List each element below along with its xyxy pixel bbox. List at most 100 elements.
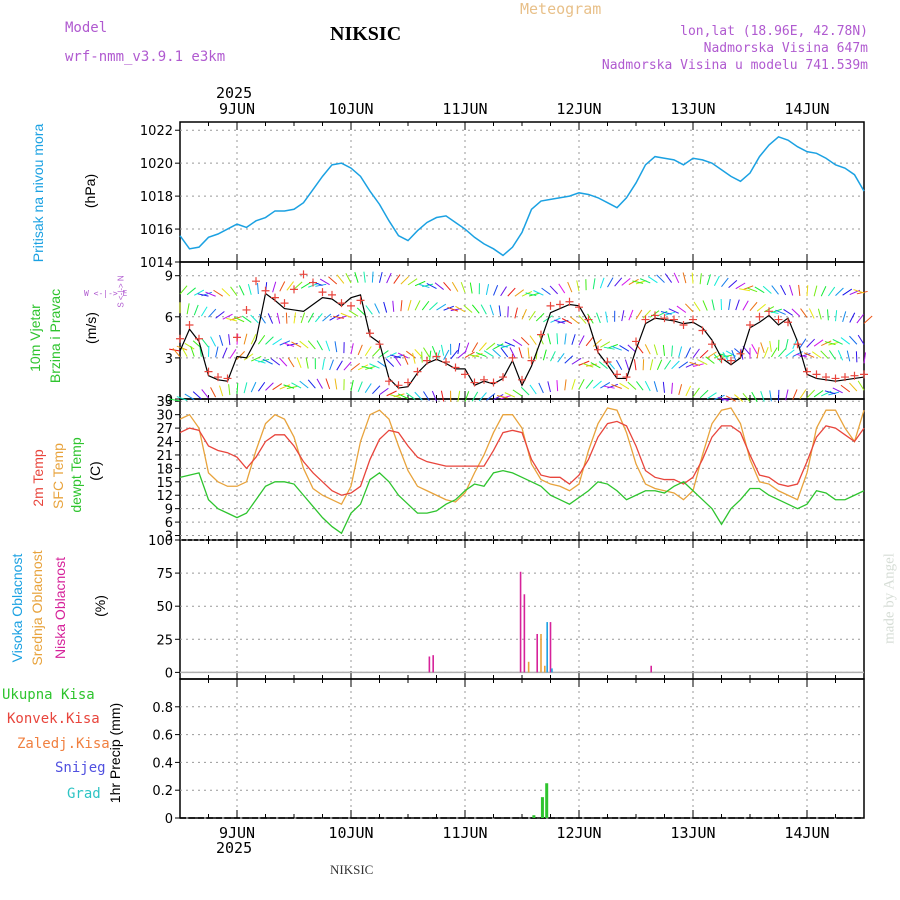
wind-barb — [600, 341, 611, 348]
wind-gust-marker — [347, 301, 355, 310]
cloud-bar — [650, 665, 652, 673]
wind-barb — [236, 383, 239, 395]
wind-barb — [194, 289, 205, 296]
wind-gust-marker — [736, 349, 745, 358]
wind-barb — [405, 392, 416, 400]
wind-barb — [547, 333, 551, 345]
wind-barb — [250, 314, 259, 324]
wind-barb — [184, 393, 195, 401]
wind-barb — [806, 338, 816, 348]
wind-gust-marker — [632, 337, 640, 346]
wind-barb — [518, 347, 523, 359]
wind-gust-marker — [176, 334, 184, 343]
wind-barb — [291, 341, 302, 348]
wind-barb — [236, 351, 246, 360]
precip-bar — [540, 797, 544, 818]
wind-barb — [619, 345, 630, 352]
wind-gust-marker — [518, 375, 526, 384]
wind-barb — [299, 340, 309, 349]
wind-barb — [808, 308, 815, 319]
wind-barb — [267, 313, 274, 324]
wind-barb — [685, 347, 692, 358]
wind-barb — [247, 283, 252, 295]
wind-barb — [676, 305, 687, 313]
wind-barb — [480, 304, 487, 315]
wind-barb — [718, 396, 729, 402]
wind-barb — [463, 304, 473, 313]
x-tick-label-top: 12JUN — [556, 100, 601, 118]
wind-barb — [504, 341, 516, 347]
y-tick-label: 33 — [156, 395, 173, 410]
wind-barb — [820, 350, 829, 360]
wind-barb — [605, 311, 608, 323]
wind-gust-marker — [850, 371, 859, 380]
wind-barb — [299, 380, 309, 389]
y-tick-label: 1016 — [140, 223, 173, 238]
wind-barb — [257, 381, 266, 392]
year-top: 2025 — [216, 84, 253, 102]
wind-barb — [483, 350, 494, 357]
wind-barb — [558, 283, 566, 294]
wind-gust-marker — [385, 377, 393, 386]
wind-barb — [671, 382, 673, 394]
wind-barb — [443, 349, 450, 360]
wind-barb — [354, 272, 359, 283]
wind-barb — [345, 273, 352, 284]
y-tick-label: 0.2 — [152, 784, 173, 799]
wind-barb — [785, 389, 789, 401]
wind-barb — [528, 310, 536, 321]
wind-gust-marker — [803, 367, 811, 376]
wind-barb — [684, 303, 694, 313]
wind-gust-marker — [860, 370, 868, 379]
wind-barb — [407, 278, 418, 286]
wind-barb — [769, 340, 772, 352]
wind-barb — [343, 361, 352, 371]
precip-legend-snow: Snijeg — [55, 760, 106, 776]
panel-frame-3 — [179, 539, 865, 680]
wind-gust-marker — [603, 358, 612, 367]
wind-barb — [628, 278, 639, 286]
wind-barb — [471, 391, 479, 402]
wind-barb — [635, 309, 643, 320]
wind-barb — [192, 391, 202, 400]
wind-barb — [603, 346, 615, 350]
wind-barb — [332, 315, 344, 319]
station-title: NIKSIC — [330, 23, 402, 45]
panel-frame-0 — [179, 121, 865, 263]
y-tick-label: 1020 — [140, 157, 173, 172]
y-tick-label: 0 — [165, 666, 173, 681]
wind-barb — [520, 336, 530, 346]
wind-barb — [493, 394, 504, 401]
wind-barb — [564, 333, 567, 345]
x-tick-label-top: 9JUN — [219, 100, 255, 118]
wind-barb — [842, 288, 853, 296]
wind-barb — [751, 391, 758, 402]
wind-barb — [229, 349, 237, 359]
x-tick-label-bottom: 9JUN — [219, 824, 255, 842]
wind-barb — [512, 389, 523, 397]
wind-barb — [840, 337, 851, 345]
product-title: Meteogram — [520, 0, 602, 18]
wind-barb — [379, 271, 383, 283]
x-tick-label-top: 11JUN — [442, 100, 487, 118]
wind-barb — [257, 334, 266, 345]
wind-barb — [627, 344, 637, 353]
precip-legend-total: Ukupna Kisa — [2, 687, 95, 703]
wind-gust-marker — [404, 378, 412, 387]
wind-barb — [739, 288, 751, 292]
wind-barb — [436, 303, 447, 311]
wind-gust-marker — [556, 300, 564, 309]
y-tick-label: 9 — [165, 503, 173, 518]
wind-compass-we: W <-|-> E — [84, 289, 128, 298]
wind-barb — [514, 307, 518, 319]
wind-barb — [377, 360, 387, 368]
wind-barb — [664, 359, 672, 370]
wind-barb — [429, 302, 438, 311]
wind-barb — [475, 352, 487, 358]
wind-barb — [706, 274, 711, 286]
x-tick-label-top: 14JUN — [784, 100, 829, 118]
wind-barb — [386, 272, 392, 284]
wind-barb — [742, 392, 751, 403]
wind-barb — [699, 349, 709, 359]
wind-barb — [742, 285, 754, 291]
